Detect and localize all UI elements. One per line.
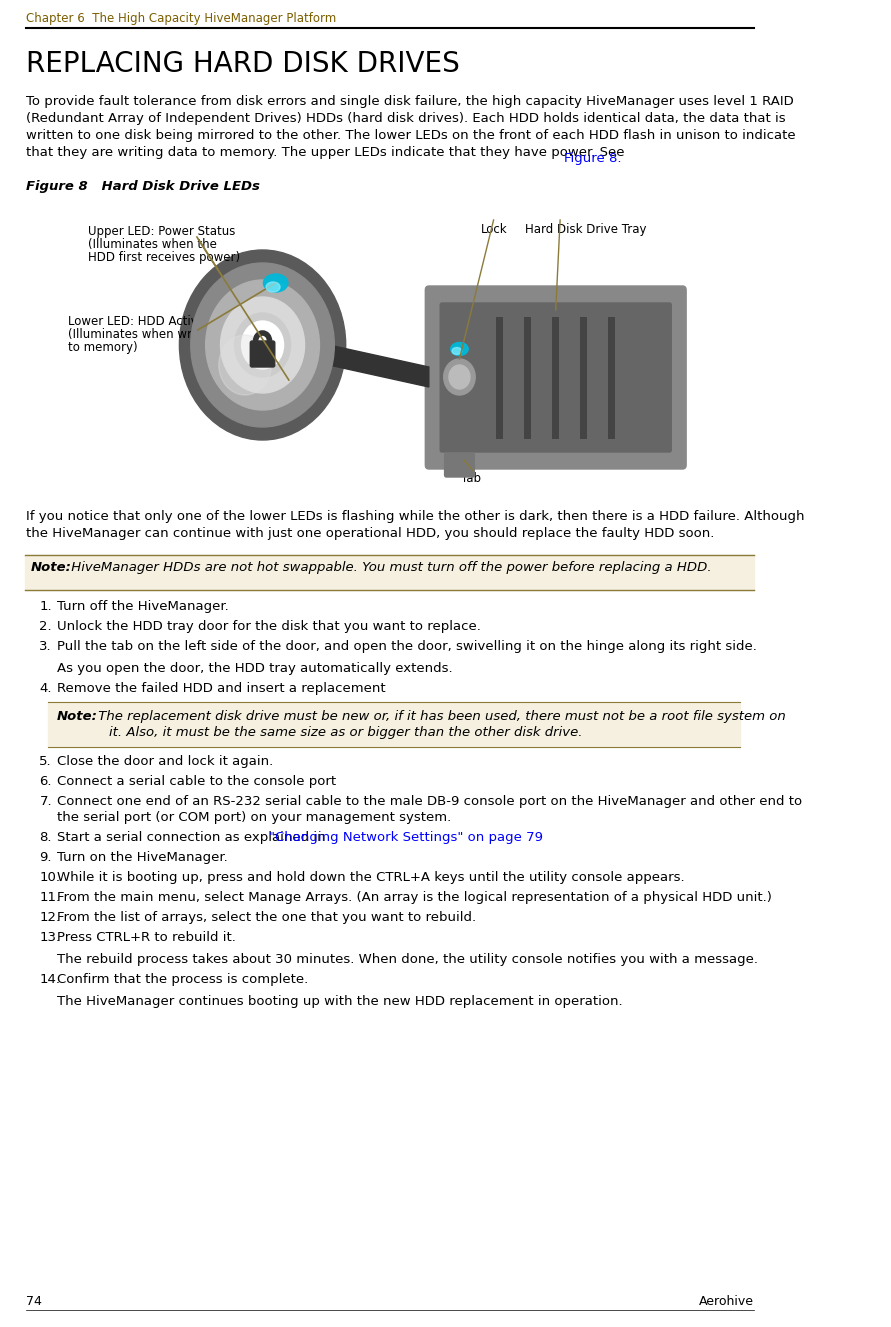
Text: 10.: 10. xyxy=(39,871,61,884)
Text: 7.: 7. xyxy=(39,795,52,808)
Text: Turn off the HiveManager.: Turn off the HiveManager. xyxy=(57,600,229,613)
Text: While it is booting up, press and hold down the CTRL+A keys until the utility co: While it is booting up, press and hold d… xyxy=(57,871,684,884)
Text: To provide fault tolerance from disk errors and single disk failure, the high ca: To provide fault tolerance from disk err… xyxy=(26,96,796,159)
Text: 13.: 13. xyxy=(39,932,61,943)
Text: Tab: Tab xyxy=(462,472,481,484)
Text: 1.: 1. xyxy=(39,600,52,613)
Polygon shape xyxy=(307,340,429,387)
Text: it. Also, it must be the same size as or bigger than the other disk drive.: it. Also, it must be the same size as or… xyxy=(110,726,583,739)
Text: Hard Disk Drive Tray: Hard Disk Drive Tray xyxy=(525,223,647,236)
Text: Connect a serial cable to the console port: Connect a serial cable to the console po… xyxy=(57,775,336,788)
FancyBboxPatch shape xyxy=(250,341,274,368)
Text: As you open the door, the HDD tray automatically extends.: As you open the door, the HDD tray autom… xyxy=(57,662,453,675)
Text: 9.: 9. xyxy=(39,851,52,864)
Text: Note:: Note: xyxy=(57,710,98,723)
Text: Figure 8   Hard Disk Drive LEDs: Figure 8 Hard Disk Drive LEDs xyxy=(26,180,260,192)
Text: The replacement disk drive must be new or, if it has been used, there must not b: The replacement disk drive must be new o… xyxy=(94,710,785,723)
FancyBboxPatch shape xyxy=(425,287,686,468)
Text: 4.: 4. xyxy=(39,682,52,695)
Text: 8.: 8. xyxy=(39,831,52,844)
Text: From the main menu, select Manage Arrays. (An array is the logical representatio: From the main menu, select Manage Arrays… xyxy=(57,890,772,904)
Text: Lower LED: HDD Activity: Lower LED: HDD Activity xyxy=(69,314,213,328)
Ellipse shape xyxy=(452,348,462,354)
Circle shape xyxy=(449,365,470,389)
Text: Unlock the HDD tray door for the disk that you want to replace.: Unlock the HDD tray door for the disk th… xyxy=(57,620,481,633)
Text: 12.: 12. xyxy=(39,912,61,924)
Text: If you notice that only one of the lower LEDs is flashing while the other is dar: If you notice that only one of the lower… xyxy=(26,510,805,540)
Text: Chapter 6  The High Capacity HiveManager Platform: Chapter 6 The High Capacity HiveManager … xyxy=(26,12,337,25)
Circle shape xyxy=(234,313,290,377)
FancyBboxPatch shape xyxy=(48,702,740,747)
Text: .: . xyxy=(489,831,494,844)
Text: "Changing Network Settings" on page 79: "Changing Network Settings" on page 79 xyxy=(269,831,543,844)
Text: REPLACING HARD DISK DRIVES: REPLACING HARD DISK DRIVES xyxy=(26,50,460,78)
Text: Turn on the HiveManager.: Turn on the HiveManager. xyxy=(57,851,227,864)
Text: 2.: 2. xyxy=(39,620,52,633)
Text: Start a serial connection as explained in: Start a serial connection as explained i… xyxy=(57,831,330,844)
Text: (Illuminates when writing: (Illuminates when writing xyxy=(69,328,219,341)
Text: Connect one end of an RS-232 serial cable to the male DB-9 console port on the H: Connect one end of an RS-232 serial cabl… xyxy=(57,795,802,808)
Text: Remove the failed HDD and insert a replacement: Remove the failed HDD and insert a repla… xyxy=(57,682,386,695)
Text: From the list of arrays, select the one that you want to rebuild.: From the list of arrays, select the one … xyxy=(57,912,476,924)
Text: Press CTRL+R to rebuild it.: Press CTRL+R to rebuild it. xyxy=(57,932,236,943)
Text: 6.: 6. xyxy=(39,775,52,788)
Ellipse shape xyxy=(266,283,280,292)
Ellipse shape xyxy=(264,273,288,292)
Circle shape xyxy=(206,280,320,410)
Text: (Illuminates when the: (Illuminates when the xyxy=(87,238,217,251)
Text: the serial port (or COM port) on your management system.: the serial port (or COM port) on your ma… xyxy=(57,811,451,824)
Text: Confirm that the process is complete.: Confirm that the process is complete. xyxy=(57,973,308,986)
Circle shape xyxy=(221,297,305,393)
FancyBboxPatch shape xyxy=(440,303,671,453)
Text: to memory): to memory) xyxy=(69,341,138,354)
Text: 11.: 11. xyxy=(39,890,61,904)
Text: Note:: Note: xyxy=(30,561,71,575)
Text: Aerohive: Aerohive xyxy=(699,1295,754,1308)
Text: HDD first receives power): HDD first receives power) xyxy=(87,251,240,264)
Circle shape xyxy=(219,334,271,395)
Text: 5.: 5. xyxy=(39,755,52,768)
Text: The rebuild process takes about 30 minutes. When done, the utility console notif: The rebuild process takes about 30 minut… xyxy=(57,953,758,966)
Ellipse shape xyxy=(451,342,468,356)
Text: 74: 74 xyxy=(26,1295,42,1308)
Circle shape xyxy=(179,249,346,441)
Text: Close the door and lock it again.: Close the door and lock it again. xyxy=(57,755,274,768)
FancyBboxPatch shape xyxy=(25,555,754,591)
Text: Figure 8.: Figure 8. xyxy=(565,153,622,165)
FancyBboxPatch shape xyxy=(445,453,474,476)
Text: 14.: 14. xyxy=(39,973,61,986)
Text: The HiveManager continues booting up with the new HDD replacement in operation.: The HiveManager continues booting up wit… xyxy=(57,995,623,1009)
Text: HiveManager HDDs are not hot swappable. You must turn off the power before repla: HiveManager HDDs are not hot swappable. … xyxy=(68,561,712,575)
Circle shape xyxy=(191,263,334,427)
Circle shape xyxy=(444,360,475,395)
Text: Upper LED: Power Status: Upper LED: Power Status xyxy=(87,226,235,238)
Circle shape xyxy=(241,321,283,369)
Text: Lock: Lock xyxy=(481,223,508,236)
Text: 3.: 3. xyxy=(39,640,52,653)
Text: Pull the tab on the left side of the door, and open the door, swivelling it on t: Pull the tab on the left side of the doo… xyxy=(57,640,756,653)
